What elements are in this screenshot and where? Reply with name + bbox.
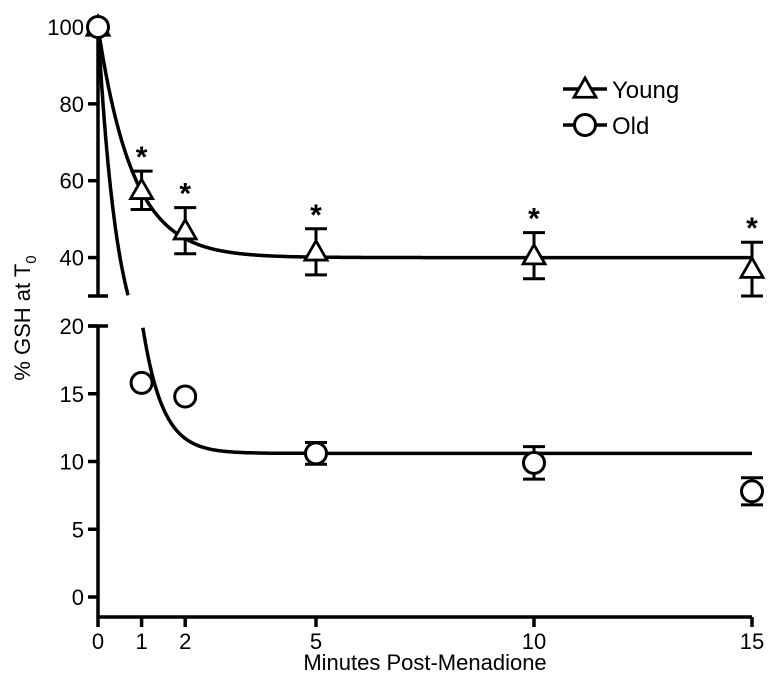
old-data-point — [129, 370, 154, 395]
old-data-point — [740, 479, 764, 504]
legend-triangle-icon — [571, 75, 599, 99]
significance-marker: * — [179, 178, 191, 211]
x-axis-label: Minutes Post-Menadione — [303, 650, 546, 675]
x-tick-label: 0 — [92, 629, 104, 654]
y-tick-label: 80 — [60, 92, 84, 117]
significance-marker: * — [136, 141, 148, 174]
y-tick-label: 5 — [72, 517, 84, 542]
legend-label: Young — [612, 77, 679, 104]
legend: Young Old — [563, 75, 679, 140]
young-data-point — [302, 237, 330, 262]
significance-marker: * — [528, 203, 540, 236]
y-tick-label: 0 — [72, 585, 84, 610]
fit-curves — [96, 26, 752, 456]
fit-curve-old — [96, 26, 130, 296]
y-tick-label: 60 — [60, 169, 84, 194]
x-tick-label: 15 — [740, 629, 764, 654]
old-data-point — [522, 450, 546, 475]
legend-label: Old — [612, 113, 649, 140]
y-tick-label: 20 — [60, 314, 84, 339]
young-data-point — [128, 176, 156, 200]
y-axis-label-main: % GSH at T — [10, 264, 35, 381]
significance-marker: * — [746, 212, 758, 245]
old-data-point — [173, 384, 198, 409]
young-data-point — [520, 241, 548, 266]
legend-circle-icon — [573, 113, 597, 137]
old-data-point — [86, 15, 110, 39]
y-tick-label: 100 — [47, 15, 84, 40]
significance-marker: * — [310, 199, 322, 232]
fit-curve-young — [96, 26, 752, 260]
y-axis-label: % GSH at T0 — [10, 255, 40, 380]
x-tick-label: 5 — [310, 629, 322, 654]
young-data-point — [738, 255, 766, 279]
y-tick-label: 10 — [60, 450, 84, 475]
axes: 40 60 80 100 0 5 10 15 20 0 1 2 5 10 15 — [47, 15, 764, 654]
data-points: * * * * * — [84, 13, 766, 507]
y-tick-label: 40 — [60, 246, 84, 271]
x-tick-label: 1 — [135, 629, 147, 654]
fit-curve-old — [141, 327, 752, 456]
y-axis-label-subscript: 0 — [23, 255, 40, 263]
x-tick-label: 2 — [179, 629, 191, 654]
y-tick-label: 15 — [60, 382, 84, 407]
x-tick-label: 10 — [522, 629, 546, 654]
old-data-point — [304, 441, 328, 466]
young-data-point — [171, 216, 199, 241]
